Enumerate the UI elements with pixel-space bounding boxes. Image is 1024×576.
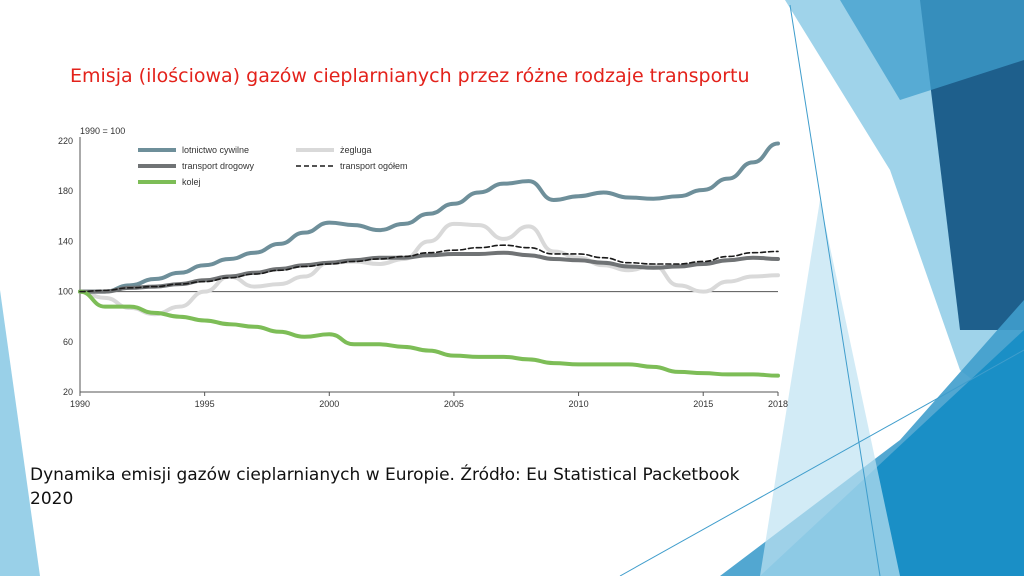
legend-label-1: transport drogowy [182,161,255,171]
decor-shape-mid-top [840,0,1024,100]
series-line-0 [78,141,780,294]
y-tick-label: 20 [63,387,73,397]
y-tick-label: 100 [58,287,73,297]
legend-label-3: żegluga [340,145,372,155]
slide-caption: Dynamika emisji gazów cieplarnianych w E… [30,465,740,509]
series-line-1 [78,250,780,294]
x-tick-label: 2015 [693,399,713,409]
series-line-4 [79,244,779,293]
decor-line-1 [789,4,881,576]
unit-label: 1990 = 100 [80,126,125,136]
x-tick-label: 2010 [569,399,589,409]
x-tick-label: 1990 [70,399,90,409]
legend-label-0: lotnictwo cywilne [182,145,249,155]
legend-label-2: kolej [182,177,201,187]
slide-title: Emisja (ilościowa) gazów cieplarnianych … [70,65,750,87]
series-line-3 [78,221,780,317]
y-tick-label: 140 [58,236,73,246]
legend-label-4: transport ogółem [340,161,408,171]
x-tick-label: 2000 [319,399,339,409]
decor-line-2 [619,349,1024,576]
decor-shape-left [0,290,40,576]
y-tick-label: 60 [63,337,73,347]
x-tick-label: 2005 [444,399,464,409]
x-tick-label: 2018 [768,399,788,409]
y-tick-label: 220 [58,136,73,146]
series-line-2 [78,289,780,378]
y-tick-label: 180 [58,186,73,196]
x-tick-label: 1995 [195,399,215,409]
